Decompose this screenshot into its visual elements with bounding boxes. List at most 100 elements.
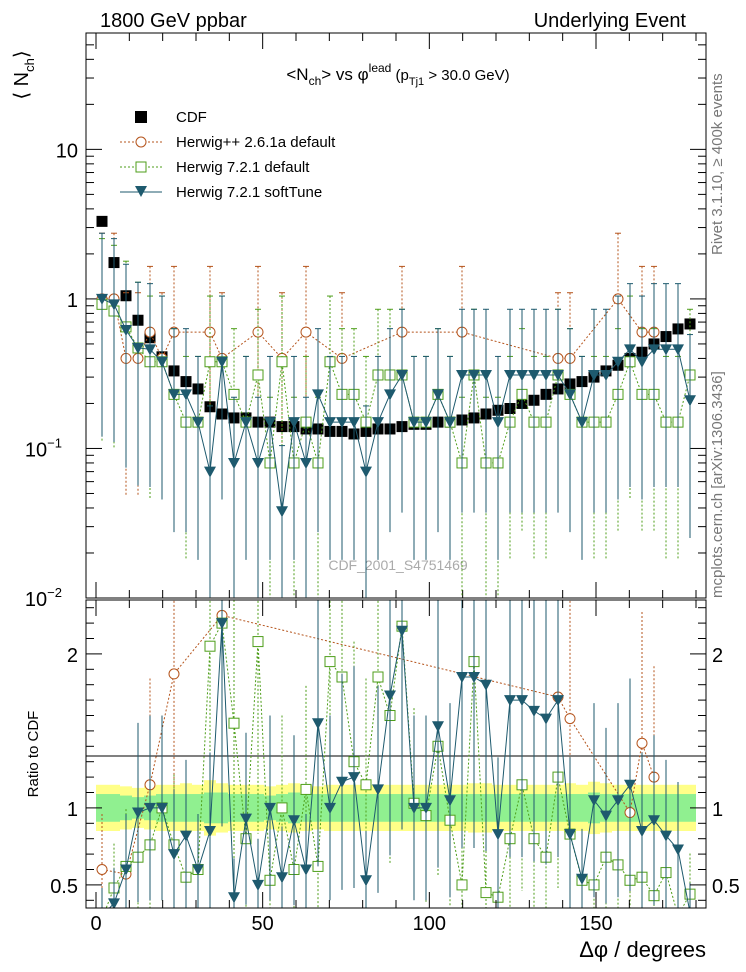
ratio-point-herwig7-softtune	[360, 875, 372, 887]
ratio-point-herwig7-softtune	[240, 813, 252, 825]
ratio-y-tick-label-left: 2	[67, 645, 78, 667]
point-herwigpp	[252, 326, 264, 338]
point-herwig7-softtune	[672, 344, 684, 356]
point-herwig7-softtune	[684, 395, 696, 407]
legend-marker-herwig7-default	[135, 161, 147, 173]
band-inner-bin	[108, 794, 120, 822]
ratio-point-herwig7-softtune	[420, 802, 432, 814]
point-herwig7-softtune	[492, 417, 504, 429]
legend-marker-herwigpp	[135, 136, 147, 148]
point-herwig7-softtune	[384, 389, 396, 401]
ratio-point-herwig7-softtune	[480, 679, 492, 691]
band-inner-bin	[192, 794, 204, 822]
y-tick-label-base: 1	[67, 290, 78, 312]
header-left: 1800 GeV ppbar	[100, 10, 247, 32]
point-herwig7-default	[252, 369, 264, 381]
band-inner-bin	[228, 794, 240, 822]
series-line-herwig7-softtune	[101, 298, 691, 512]
ratio-point-herwig7-softtune	[192, 864, 204, 876]
rivet-version-label: Rivet 3.1.10, ≥ 400k events	[709, 73, 726, 255]
ratio-point-herwig7-default	[673, 911, 683, 921]
title-part-a: <N	[286, 65, 308, 84]
ratio-point-herwig7-softtune	[564, 829, 576, 841]
point-herwig7-softtune	[324, 417, 336, 429]
point-herwig7-softtune	[336, 417, 348, 429]
point-herwig7-softtune	[204, 466, 216, 478]
ylabel-close: ⟩	[11, 50, 33, 58]
point-herwig7-default	[276, 356, 288, 368]
ratio-point-herwig7-softtune	[132, 807, 144, 819]
legend: CDF Herwig++ 2.6.1a default Herwig 7.2.1…	[120, 109, 336, 201]
ratio-point-herwig7-default	[480, 887, 492, 899]
ratio-point-herwig7-softtune	[660, 830, 672, 842]
point-herwig7-softtune	[228, 457, 240, 469]
point-herwig7-softtune	[180, 389, 192, 401]
ratio-point-herwig7-default	[360, 779, 372, 791]
point-herwig7-softtune	[288, 417, 300, 429]
main-y-axis-label: ⟨ Nch⟩	[11, 50, 37, 99]
ratio-point-herwig7-softtune	[144, 802, 156, 814]
x-tick-label: 100	[413, 913, 446, 935]
point-herwig7-softtune	[420, 417, 432, 429]
ratio-point-herwig7-softtune	[528, 705, 540, 717]
ratio-line-herwig7-softtune	[108, 623, 690, 908]
point-herwig7-softtune	[564, 389, 576, 401]
ratio-y-tick-label-right: 0.5	[712, 876, 740, 898]
band-inner-bin	[576, 794, 588, 822]
ratio-point-herwig7-softtune	[384, 690, 396, 702]
point-herwig7-softtune	[408, 417, 420, 429]
point-herwig7-softtune	[312, 389, 324, 401]
ratio-point-herwig7-softtune	[312, 718, 324, 730]
title-sub-a: ch	[309, 74, 322, 88]
ratio-point-herwigpp	[168, 668, 180, 680]
ylabel-main: ⟨ N	[11, 72, 33, 100]
ratio-point-herwigpp	[636, 737, 648, 749]
main-series-layer	[96, 215, 696, 598]
point-herwig7-softtune	[660, 344, 672, 356]
point-herwig7-softtune	[444, 417, 456, 429]
y-tick-label-base: 10	[25, 439, 47, 461]
point-herwig7-softtune	[192, 417, 204, 429]
ratio-point-herwig7-softtune	[324, 802, 336, 814]
ratio-point-herwig7-softtune	[636, 826, 648, 837]
point-herwig7-softtune	[636, 356, 648, 368]
y-tick-label-exponent: −2	[47, 585, 62, 600]
title-sub-c: Tj1	[409, 76, 424, 88]
ratio-point-herwig7-default	[276, 802, 288, 814]
title-part-c: (p	[391, 67, 409, 84]
ratio-point-herwig7-default	[204, 640, 216, 652]
ratio-point-herwig7-softtune	[180, 830, 192, 842]
ratio-point-herwig7-softtune	[348, 772, 360, 784]
point-herwig7-softtune	[504, 369, 516, 381]
legend-marker-cdf	[135, 111, 147, 123]
ratio-y-tick-label-left: 1	[67, 799, 78, 821]
ratio-point-herwig7-softtune	[432, 721, 444, 733]
legend-label-cdf: CDF	[176, 109, 207, 126]
ratio-point-herwig7-softtune	[252, 879, 264, 891]
ratio-point-herwig7-softtune	[396, 625, 408, 637]
ratio-point-herwig7-softtune	[168, 849, 180, 861]
point-herwig7-softtune	[168, 389, 180, 401]
ratio-point-herwig7-softtune	[156, 802, 168, 814]
point-herwig7-softtune	[588, 369, 600, 381]
ratio-y-tick-label-right: 2	[712, 645, 723, 667]
ratio-series-layer	[96, 600, 696, 921]
legend-label-herwig7-default: Herwig 7.2.1 default	[176, 159, 310, 176]
point-herwig7-softtune	[552, 369, 564, 381]
x-tick-label: 0	[90, 913, 101, 935]
band-inner-bin	[252, 794, 264, 822]
ratio-y-axis-label: Ratio to CDF	[25, 711, 42, 798]
point-herwig7-softtune	[348, 417, 360, 429]
ratio-point-herwig7-softtune	[684, 907, 696, 908]
ratio-point-herwig7-softtune	[204, 826, 216, 837]
ratio-point-herwig7-softtune	[444, 795, 456, 807]
ratio-point-herwig7-softtune	[672, 844, 684, 856]
ratio-point-herwig7-softtune	[504, 695, 516, 707]
ratio-point-herwig7-softtune	[576, 873, 588, 885]
title-part-d: > 30.0 GeV)	[424, 67, 509, 84]
ratio-point-herwig7-default	[324, 656, 336, 668]
y-tick-label: 10	[56, 140, 78, 162]
ratio-point-herwig7-softtune	[588, 795, 600, 807]
